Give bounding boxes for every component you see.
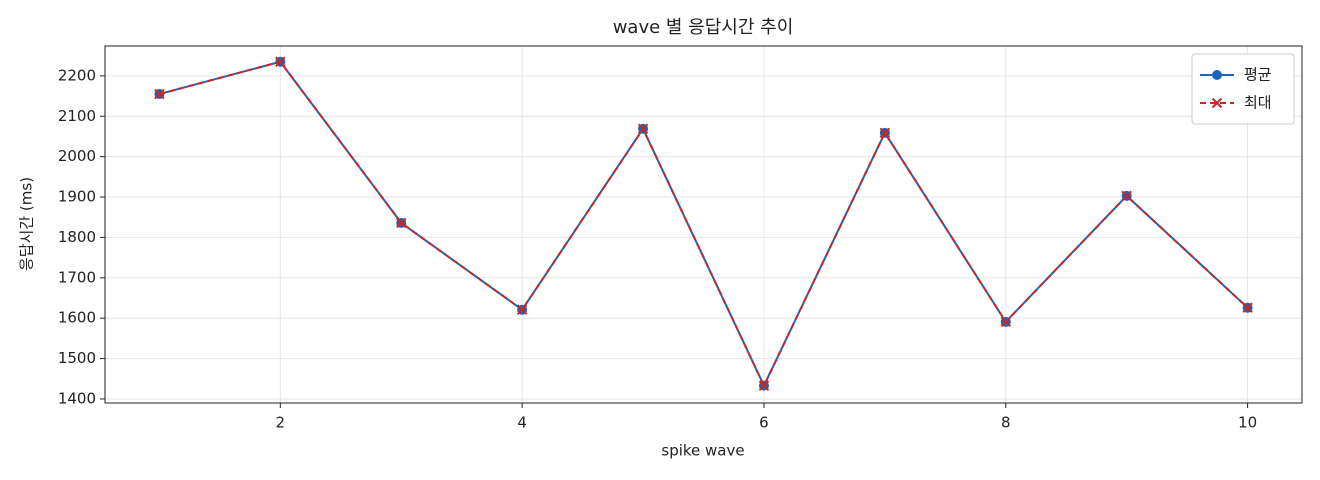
series-line (159, 60, 1249, 388)
marker (879, 127, 891, 139)
y-tick-label: 1400 (58, 389, 96, 407)
y-tick-label: 2000 (58, 147, 96, 165)
x-tick-label: 6 (759, 414, 769, 432)
y-tick-label: 1600 (58, 309, 96, 327)
marker (1121, 190, 1132, 202)
x-tick-label: 4 (517, 414, 527, 432)
y-tick-label: 2100 (58, 107, 96, 125)
marker (154, 88, 165, 100)
y-tick-label: 1800 (58, 228, 96, 246)
y-tick-label: 1900 (58, 188, 96, 206)
legend-marker (1212, 70, 1222, 80)
legend-label: 최대 (1244, 94, 1272, 112)
x-tick-label: 8 (1001, 414, 1011, 432)
y-tick-label: 1500 (58, 349, 96, 367)
x-axis-label: spike wave (661, 442, 744, 460)
legend-marker (1211, 97, 1223, 109)
marker (758, 380, 770, 391)
y-axis-label: 응답시간 (ms) (18, 177, 36, 271)
marker (275, 56, 286, 67)
x-tick-label: 10 (1238, 414, 1257, 432)
marker (637, 123, 649, 134)
chart-title: wave 별 응답시간 추이 (613, 17, 794, 38)
marker (1242, 302, 1253, 313)
plot-frame (104, 45, 1303, 404)
marker (516, 304, 528, 315)
marker (396, 217, 407, 229)
legend-label: 평균 (1244, 66, 1272, 84)
x-tick-label: 2 (276, 414, 286, 432)
y-tick-label: 2200 (58, 66, 96, 84)
legend-box (1191, 53, 1295, 125)
marker (1000, 316, 1011, 328)
y-tick-label: 1700 (58, 268, 96, 286)
